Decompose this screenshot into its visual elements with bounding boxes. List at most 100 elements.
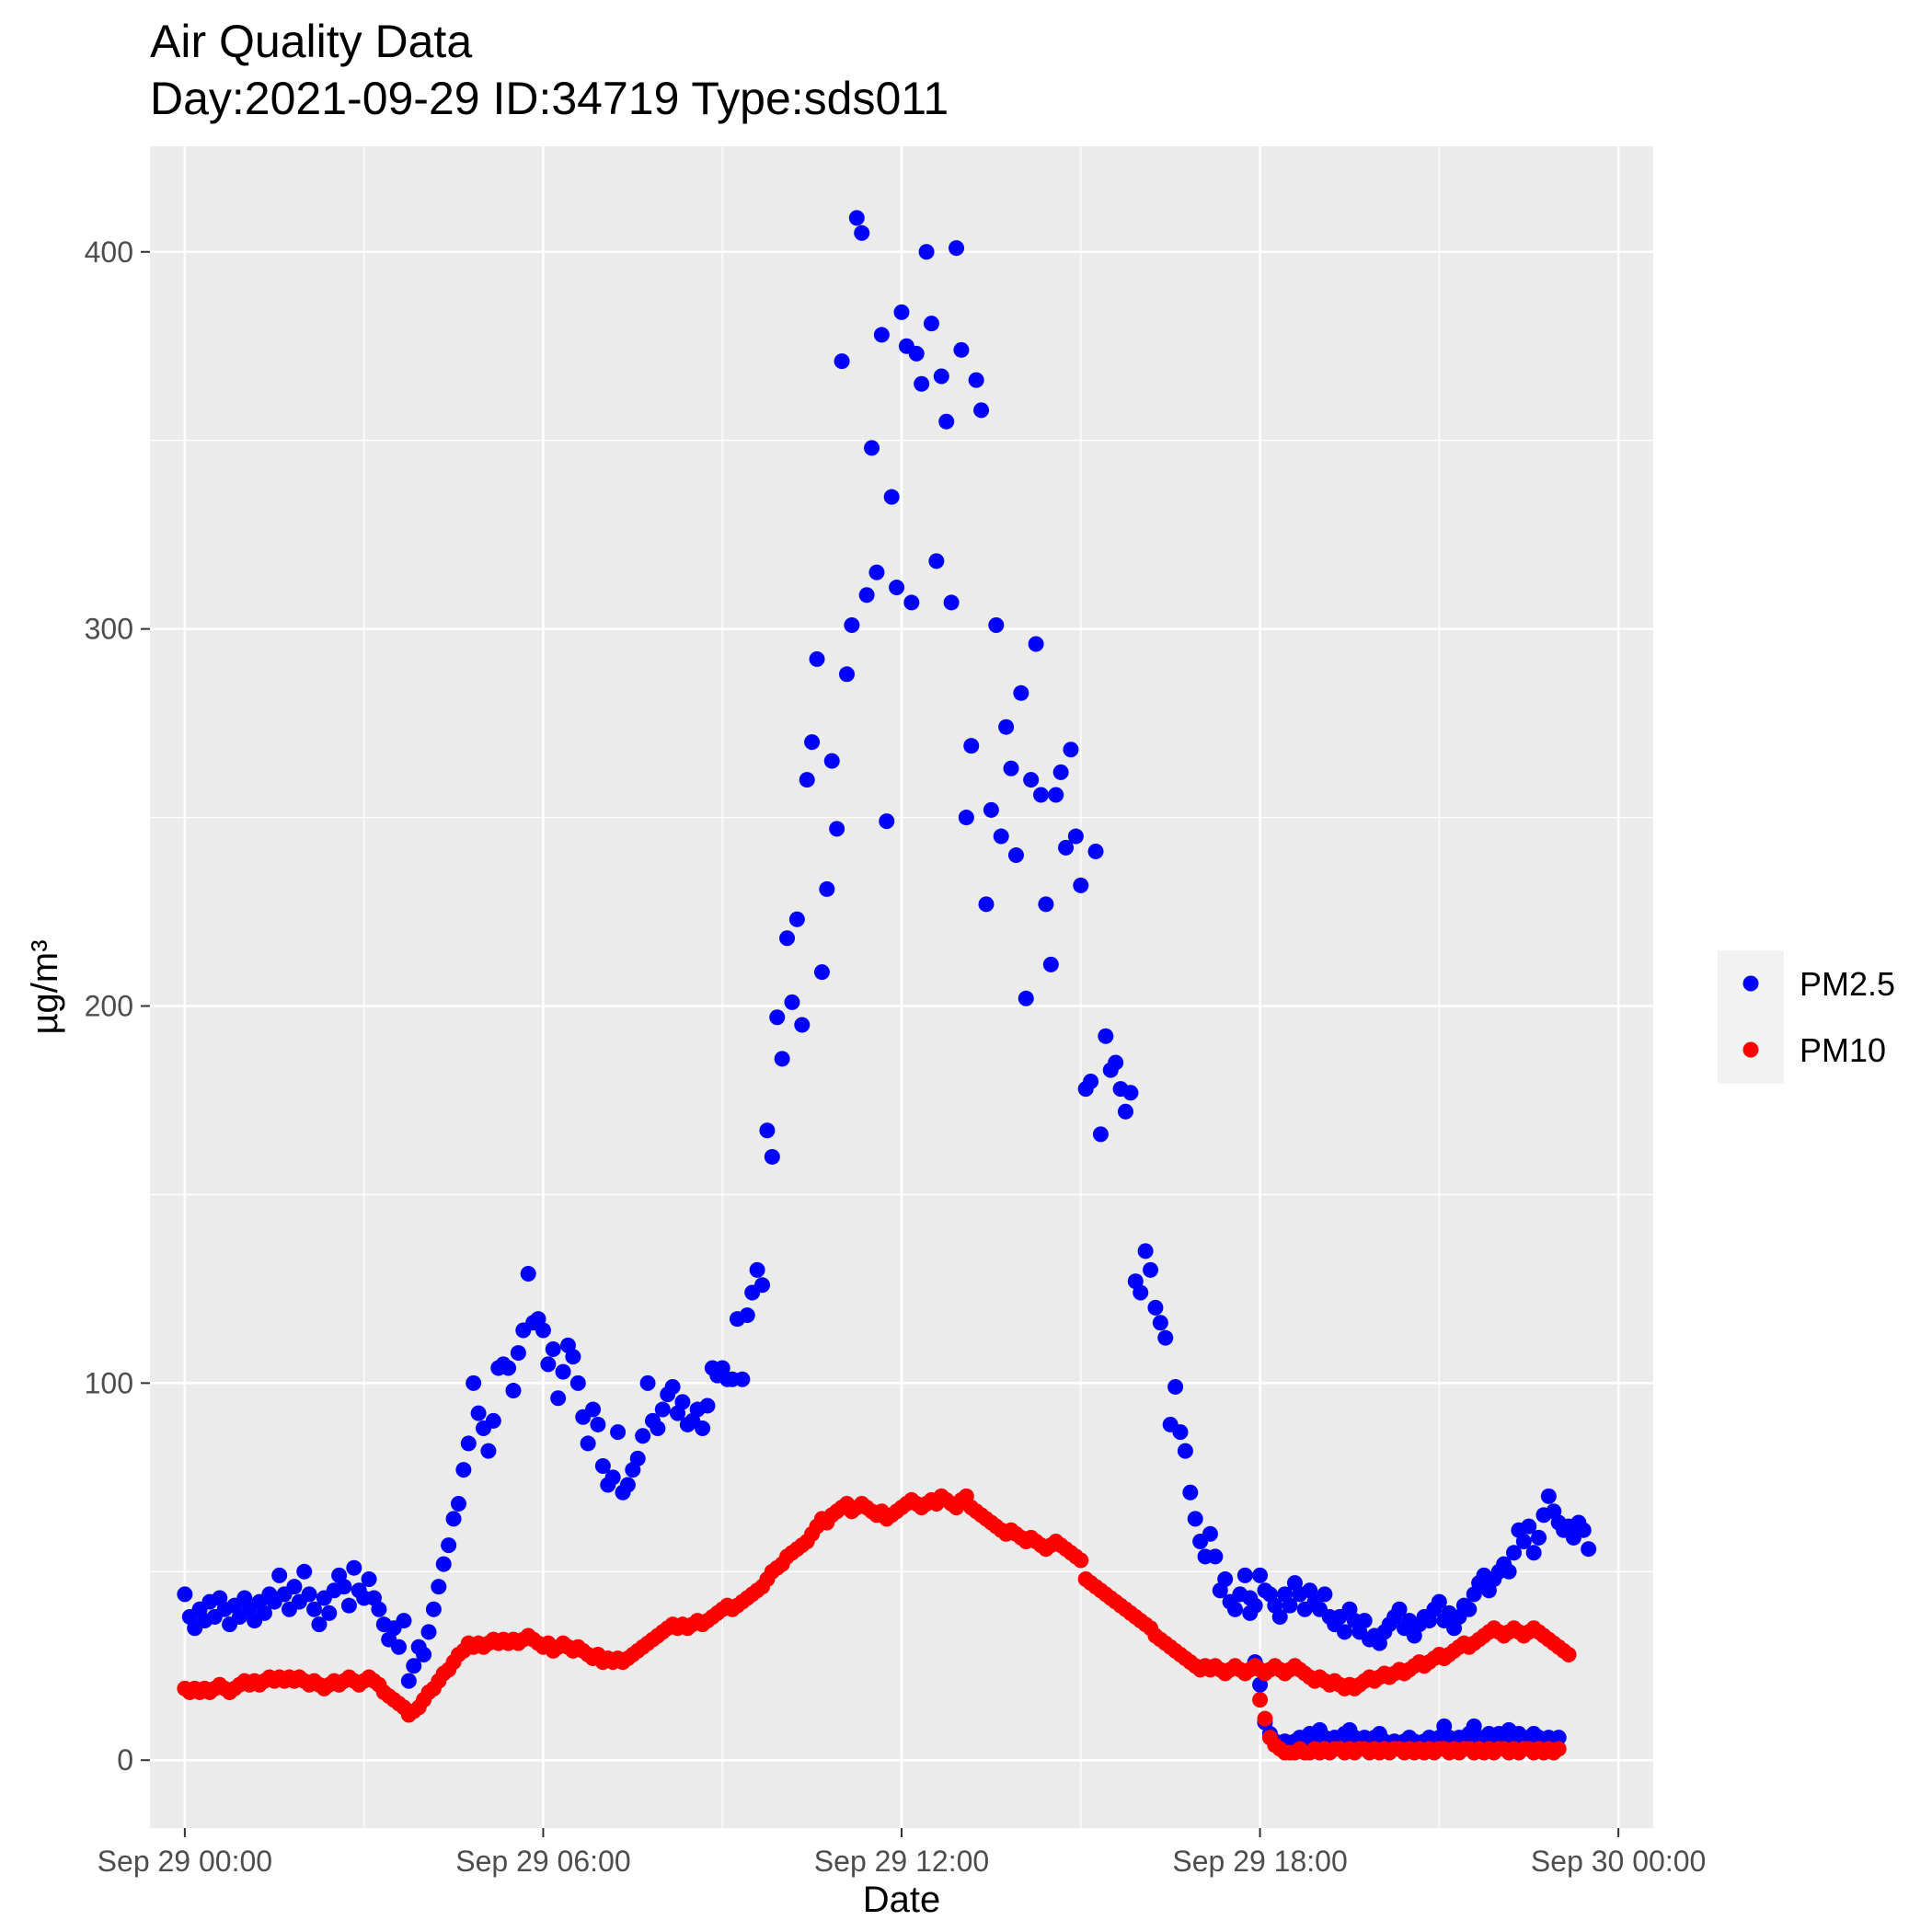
y-tick-label: 0 [117, 1743, 133, 1777]
data-point [834, 353, 850, 370]
data-point [908, 345, 925, 362]
data-point [585, 1401, 602, 1418]
data-point [590, 1416, 606, 1432]
data-point [958, 810, 974, 826]
data-point [1525, 1545, 1542, 1561]
data-point [306, 1601, 323, 1617]
data-point [844, 617, 860, 634]
major-gridlines [150, 146, 1653, 1828]
data-point [346, 1559, 362, 1576]
data-point [639, 1374, 656, 1391]
data-point [914, 375, 930, 392]
data-point [510, 1345, 526, 1362]
data-point [1182, 1484, 1199, 1501]
data-point [779, 930, 796, 947]
data-point [271, 1567, 288, 1583]
data-point [1337, 1624, 1353, 1640]
data-point [629, 1450, 646, 1466]
y-axis-title: µg/m³ [25, 939, 65, 1034]
data-point [1560, 1646, 1577, 1662]
data-point [1282, 1597, 1298, 1614]
data-point [1317, 1586, 1333, 1603]
data-point [569, 1374, 586, 1391]
data-point [1032, 787, 1049, 803]
data-point [1177, 1443, 1193, 1459]
data-point [953, 341, 970, 358]
data-point [594, 1458, 611, 1475]
data-point [1073, 1552, 1089, 1569]
data-point [988, 617, 1005, 634]
data-point [1271, 1608, 1288, 1625]
data-point [848, 210, 865, 226]
data-point [774, 1051, 790, 1067]
data-point [1087, 843, 1104, 859]
data-point [764, 1148, 780, 1165]
data-point [1042, 956, 1059, 972]
data-point [1550, 1730, 1567, 1746]
data-point [1575, 1522, 1592, 1538]
data-point [1515, 1534, 1532, 1550]
data-point [455, 1462, 472, 1478]
data-point [466, 1374, 482, 1391]
y-tick-label: 300 [85, 613, 133, 646]
data-point [580, 1435, 596, 1452]
data-point [1137, 1243, 1154, 1259]
data-point [1038, 896, 1054, 913]
data-point [754, 1277, 771, 1294]
data-point [416, 1646, 432, 1662]
y-tick-label: 200 [85, 989, 133, 1022]
data-point [1202, 1525, 1218, 1542]
data-point [604, 1469, 621, 1486]
data-point [1007, 847, 1024, 864]
data-point [1531, 1529, 1547, 1546]
data-point [788, 911, 805, 927]
data-point [340, 1597, 357, 1614]
y-tick-label: 100 [85, 1366, 133, 1399]
data-point [829, 821, 845, 837]
data-point [699, 1397, 716, 1414]
data-point [420, 1624, 437, 1640]
data-point [1236, 1567, 1253, 1583]
data-point [1461, 1601, 1478, 1617]
legend-label: PM10 [1800, 1031, 1886, 1069]
x-tick-label: Sep 30 00:00 [1531, 1845, 1706, 1878]
chart-title: Air Quality Data [150, 16, 472, 67]
data-point [505, 1383, 522, 1399]
data-point [371, 1601, 387, 1617]
data-point [858, 587, 875, 604]
data-point [1581, 1541, 1597, 1558]
data-point [799, 772, 815, 788]
data-point [445, 1511, 462, 1527]
data-point [1083, 1073, 1099, 1089]
data-point [963, 738, 980, 754]
data-point [1207, 1548, 1224, 1565]
data-point [311, 1616, 328, 1633]
series-0 [177, 210, 1597, 1754]
data-point [450, 1496, 466, 1512]
data-point [889, 580, 905, 596]
data-point [321, 1604, 338, 1621]
data-point [759, 1122, 776, 1139]
data-point [893, 304, 910, 320]
legend-key [1742, 975, 1759, 992]
x-axis-ticks: Sep 29 00:00 Sep 29 06:00 Sep 29 12:00 Sep … [98, 1828, 1706, 1878]
data-point [1052, 764, 1069, 780]
data-point [1187, 1511, 1203, 1527]
data-point [1143, 1261, 1159, 1278]
data-point [1167, 1378, 1184, 1395]
data-point [1108, 1054, 1124, 1071]
data-point [535, 1322, 551, 1339]
data-point [1506, 1545, 1523, 1561]
data-point [177, 1586, 193, 1603]
data-point [998, 719, 1015, 735]
data-point [804, 734, 821, 751]
data-point [296, 1563, 313, 1580]
data-point [565, 1349, 581, 1365]
data-point [928, 553, 945, 569]
data-point [301, 1586, 317, 1603]
data-point [883, 489, 900, 505]
data-point [769, 1009, 786, 1026]
legend: PM2.5 PM10 [1718, 950, 1895, 1084]
x-tick-label: Sep 29 06:00 [455, 1845, 630, 1878]
